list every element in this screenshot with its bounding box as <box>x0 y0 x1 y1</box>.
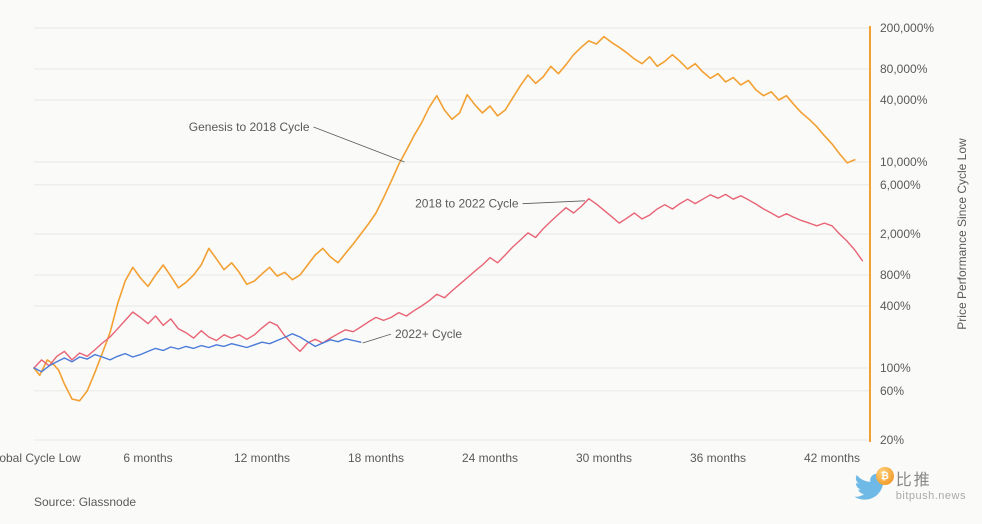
x-tick-label: 24 months <box>462 451 518 465</box>
y-tick-label: 80,000% <box>880 62 928 76</box>
y-tick-label: 20% <box>880 433 904 447</box>
x-tick-label: 18 months <box>348 451 404 465</box>
watermark: ₿ 比推 bitpush.news <box>854 472 966 502</box>
series-label-2022-plus: 2022+ Cycle <box>395 327 462 341</box>
annotation-line <box>363 334 391 343</box>
price-performance-chart: 200,000% 80,000% 40,000% 10,000% 6,000% 2,000… <box>0 0 982 524</box>
x-tick-label: Global Cycle Low <box>0 451 81 465</box>
y-tick-label: 200,000% <box>880 21 934 35</box>
y-tick-label: 6,000% <box>880 178 921 192</box>
x-tick-label: 30 months <box>576 451 632 465</box>
bird-icon: ₿ <box>854 473 888 501</box>
annotation-line <box>523 201 586 204</box>
x-tick-label: 42 months <box>804 451 860 465</box>
x-tick-label: 12 months <box>234 451 290 465</box>
y-tick-label: 800% <box>880 268 911 282</box>
series-2022-plus <box>34 334 361 372</box>
y-tick-label: 40,000% <box>880 93 928 107</box>
bitcoin-icon: ₿ <box>876 467 894 485</box>
series-genesis-2018 <box>34 37 855 401</box>
watermark-text: 比推 bitpush.news <box>896 472 966 502</box>
annotation-line <box>314 127 405 162</box>
x-tick-label: 36 months <box>690 451 746 465</box>
y-tick-label: 60% <box>880 384 904 398</box>
chart-container: 200,000% 80,000% 40,000% 10,000% 6,000% 2,000… <box>0 0 982 524</box>
series-label-genesis-2018: Genesis to 2018 Cycle <box>189 120 310 134</box>
y-tick-label: 400% <box>880 299 911 313</box>
y-tick-label: 10,000% <box>880 155 928 169</box>
x-tick-label: 6 months <box>123 451 172 465</box>
series-label-2018-2022: 2018 to 2022 Cycle <box>415 197 519 211</box>
series-2018-2022 <box>34 194 862 368</box>
watermark-cn: 比推 <box>896 472 966 490</box>
coin-glyph: ₿ <box>881 471 889 482</box>
watermark-en: bitpush.news <box>896 490 966 502</box>
y-tick-label: 2,000% <box>880 227 921 241</box>
source-label: Source: Glassnode <box>34 495 136 509</box>
y-tick-label: 100% <box>880 361 911 375</box>
y-axis-title: Price Performance Since Cycle Low <box>955 138 969 330</box>
